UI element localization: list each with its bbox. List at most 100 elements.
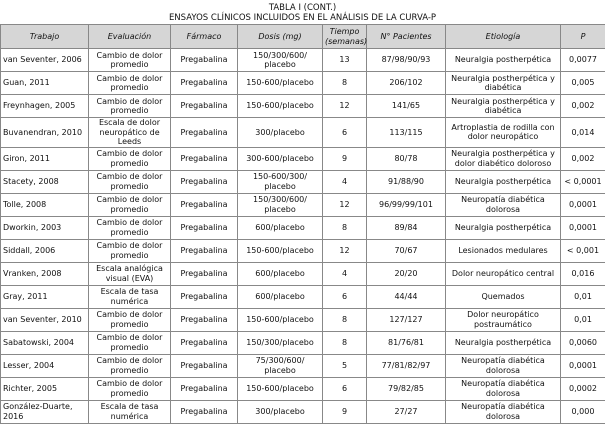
table-cell: Neuralgia postherpética	[446, 49, 561, 72]
table-cell: Pregabalina	[171, 95, 238, 118]
table-cell: 0,01	[561, 285, 605, 308]
column-header: P	[561, 25, 605, 49]
table-cell: 0,0001	[561, 216, 605, 239]
table-cell: 91/88/90	[367, 170, 446, 193]
table-cell: Dolor neuropático central	[446, 262, 561, 285]
table-cell: 4	[323, 262, 367, 285]
column-header: Dosis (mg)	[238, 25, 323, 49]
caption-line: TABLA I (CONT.)	[0, 3, 605, 13]
table-cell: 150-600/placebo	[238, 95, 323, 118]
table-cell: 0,0077	[561, 49, 605, 72]
table-cell: 75/300/600/ placebo	[238, 354, 323, 377]
table-cell: 70/67	[367, 239, 446, 262]
table-cell: 0,0002	[561, 377, 605, 400]
table-cell: 6	[323, 285, 367, 308]
table-cell: 5	[323, 354, 367, 377]
table-cell: Cambio de dolor promedio	[89, 216, 171, 239]
table-cell: Dolor neuropático postraumático	[446, 308, 561, 331]
column-header: Tiempo (semanas)	[323, 25, 367, 49]
table-cell: Cambio de dolor promedio	[89, 72, 171, 95]
table-cell: 12	[323, 193, 367, 216]
table-cell: Neuropatía diabética dolorosa	[446, 193, 561, 216]
table-cell: van Seventer, 2006	[1, 49, 89, 72]
table-cell: 0,002	[561, 147, 605, 170]
table-cell: 150/300/600/ placebo	[238, 49, 323, 72]
table-cell: Neuralgia postherpética y dolor diabétic…	[446, 147, 561, 170]
table-cell: Pregabalina	[171, 377, 238, 400]
table-cell: 0,01	[561, 308, 605, 331]
table-cell: 96/99/99/101	[367, 193, 446, 216]
table-cell: Quemados	[446, 285, 561, 308]
table-cell: Neuralgia postherpética y diabética	[446, 72, 561, 95]
table-cell: Pregabalina	[171, 49, 238, 72]
table-cell: Pregabalina	[171, 170, 238, 193]
table-cell: Escala de tasa numérica	[89, 285, 171, 308]
column-header: N° Pacientes	[367, 25, 446, 49]
table-cell: Pregabalina	[171, 308, 238, 331]
table-cell: Neuralgia postherpética	[446, 170, 561, 193]
table-cell: Neuropatía diabética dolorosa	[446, 400, 561, 423]
table-cell: Cambio de dolor promedio	[89, 49, 171, 72]
table-cell: Neuralgia postherpética	[446, 331, 561, 354]
table-cell: Pregabalina	[171, 354, 238, 377]
table-cell: 150/300/placebo	[238, 331, 323, 354]
table-cell: Cambio de dolor promedio	[89, 170, 171, 193]
table-cell: 150-600/placebo	[238, 308, 323, 331]
table-cell: Stacety, 2008	[1, 170, 89, 193]
column-header: Evaluación	[89, 25, 171, 49]
table-cell: Neuropatía diabética dolorosa	[446, 377, 561, 400]
table-cell: Cambio de dolor promedio	[89, 331, 171, 354]
table-cell: 206/102	[367, 72, 446, 95]
table-cell: Richter, 2005	[1, 377, 89, 400]
table-cell: 81/76/81	[367, 331, 446, 354]
table-cell: Lesser, 2004	[1, 354, 89, 377]
table-cell: Escala analógica visual (EVA)	[89, 262, 171, 285]
table-cell: 0,005	[561, 72, 605, 95]
table-cell: Cambio de dolor promedio	[89, 147, 171, 170]
table-cell: Pregabalina	[171, 331, 238, 354]
table-cell: Pregabalina	[171, 262, 238, 285]
table-cell: 27/27	[367, 400, 446, 423]
table-cell: van Seventer, 2010	[1, 308, 89, 331]
table-cell: 600/placebo	[238, 285, 323, 308]
table-cell: Freynhagen, 2005	[1, 95, 89, 118]
table-cell: 300/placebo	[238, 118, 323, 148]
table-cell: Pregabalina	[171, 72, 238, 95]
table-cell: 300-600/placebo	[238, 147, 323, 170]
table-cell: < 0,001	[561, 239, 605, 262]
table-cell: 300/placebo	[238, 400, 323, 423]
table-cell: Sabatowski, 2004	[1, 331, 89, 354]
table-cell: Neuropatía diabética dolorosa	[446, 354, 561, 377]
table-cell: Cambio de dolor promedio	[89, 193, 171, 216]
table-cell: 0,014	[561, 118, 605, 148]
table-cell: Guan, 2011	[1, 72, 89, 95]
table-cell: Pregabalina	[171, 118, 238, 148]
table-cell: 20/20	[367, 262, 446, 285]
table-cell: < 0,0001	[561, 170, 605, 193]
table-cell: 8	[323, 308, 367, 331]
table-cell: 6	[323, 118, 367, 148]
table-cell: 80/78	[367, 147, 446, 170]
table-cell: 600/placebo	[238, 262, 323, 285]
table-cell: Tolle, 2008	[1, 193, 89, 216]
table-cell: Pregabalina	[171, 239, 238, 262]
table-caption: TABLA I (CONT.) ENSAYOS CLÍNICOS INCLUID…	[0, 0, 605, 24]
table-cell: 87/98/90/93	[367, 49, 446, 72]
table-cell: Pregabalina	[171, 285, 238, 308]
table-cell: Pregabalina	[171, 400, 238, 423]
table-cell: 12	[323, 95, 367, 118]
column-header: Etiología	[446, 25, 561, 49]
table-cell: 12	[323, 239, 367, 262]
table-cell: Dworkin, 2003	[1, 216, 89, 239]
table-cell: 0,0001	[561, 354, 605, 377]
table-cell: 13	[323, 49, 367, 72]
